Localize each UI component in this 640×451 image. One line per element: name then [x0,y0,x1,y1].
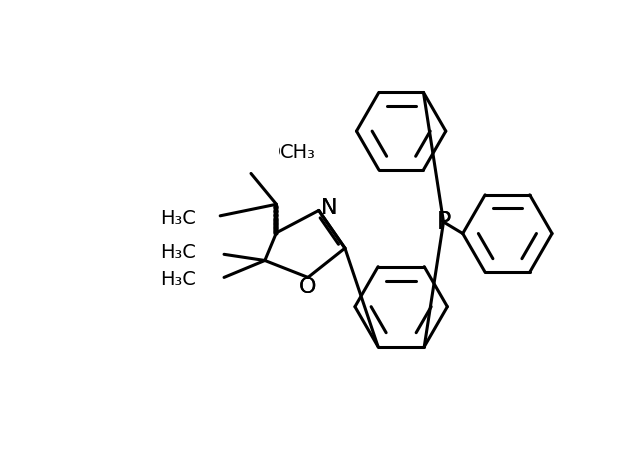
Text: O: O [300,276,317,297]
Text: N: N [321,198,338,218]
Text: H₃C: H₃C [160,209,196,228]
Text: H₃C: H₃C [160,209,196,228]
Text: O: O [300,276,317,297]
Text: H₃C: H₃C [160,243,196,262]
Text: P: P [436,210,451,234]
Text: CH₃: CH₃ [278,143,314,162]
Text: P: P [436,210,451,234]
Text: H₃C: H₃C [160,270,196,289]
Text: H₃C: H₃C [160,243,196,262]
Text: N: N [321,198,338,218]
Text: CH₃: CH₃ [280,143,316,162]
Text: H₃C: H₃C [160,270,196,289]
